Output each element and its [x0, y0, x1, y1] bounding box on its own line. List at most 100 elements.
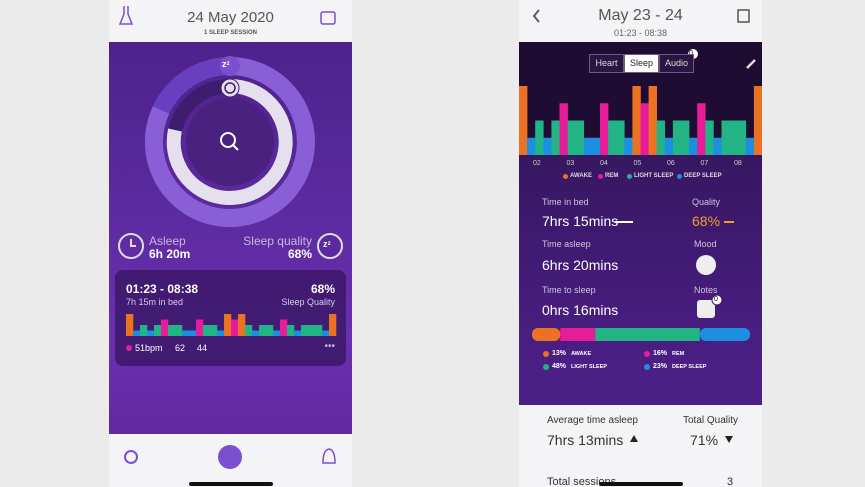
right-footer — [519, 405, 762, 487]
time-in-bed: 7hrs 15mins — [542, 213, 619, 229]
hour-label: 03 — [566, 160, 575, 167]
hypnogram-bar — [280, 319, 288, 336]
time-in-bed-label: Time in bed — [542, 197, 589, 207]
hypnogram-bar — [689, 137, 698, 155]
tab[interactable]: Heart — [589, 54, 624, 73]
hypnogram-bar — [591, 137, 601, 155]
hypnogram-bar — [238, 314, 246, 336]
breakdown-percent: 23% — [653, 363, 668, 370]
hypnogram-bar — [252, 330, 260, 336]
breakdown-dot — [543, 364, 549, 370]
hypnogram-bar — [575, 120, 585, 155]
bell-icon[interactable] — [322, 448, 336, 464]
card-quality: 68% — [310, 282, 335, 296]
quality-value: 68% — [692, 213, 721, 229]
avg-label: Average time asleep — [547, 415, 638, 426]
hypnogram-bar — [616, 120, 625, 155]
heart-avg: 51bpm — [135, 343, 163, 353]
hypnogram-bar — [583, 137, 593, 155]
time-to-sleep: 0hrs 16mins — [542, 302, 619, 318]
hypnogram-bar — [203, 325, 211, 336]
heart-max: 62 — [175, 343, 186, 353]
mood-icon[interactable] — [696, 255, 716, 275]
hypnogram-bar — [559, 103, 568, 155]
right-header — [519, 0, 762, 42]
range-title: May 23 - 24 — [598, 7, 683, 24]
breakdown-dot — [543, 351, 549, 357]
legend-dot — [598, 174, 603, 179]
hypnogram-bar — [161, 319, 169, 336]
hypnogram-bar — [656, 120, 666, 155]
hour-label: 02 — [533, 160, 541, 167]
notes-label: Notes — [694, 285, 718, 295]
time-to-sleep-label: Time to sleep — [542, 285, 596, 295]
hypnogram-bar — [624, 137, 633, 155]
quality-icon — [317, 233, 343, 259]
hypnogram-bar — [308, 325, 316, 336]
breakdown-name: DEEP SLEEP — [672, 364, 707, 370]
quality-badge-text: zᶻ — [323, 239, 331, 249]
legend-dot — [677, 174, 682, 179]
card-in-bed: 7h 15m in bed — [126, 297, 184, 307]
breakdown-segment — [595, 328, 700, 341]
hypnogram-bar — [294, 330, 302, 336]
total-quality-label: Total Quality — [683, 415, 739, 426]
breakdown-dot — [644, 364, 650, 370]
hypnogram-bar — [640, 103, 649, 155]
hypnogram-bar — [535, 120, 544, 155]
breakdown-name: AWAKE — [571, 351, 592, 357]
ring-center — [186, 98, 274, 186]
sessions-value: 3 — [727, 476, 734, 487]
breakdown-name: REM — [672, 351, 685, 357]
asleep-value: 6h 20m — [149, 247, 191, 261]
notes-icon[interactable] — [697, 300, 715, 318]
breakdown-name: LIGHT SLEEP — [571, 364, 608, 370]
hypnogram-bar — [745, 137, 755, 155]
hypnogram-bar — [713, 137, 722, 155]
legend-label: AWAKE — [570, 173, 593, 179]
tab[interactable]: Audio — [659, 54, 694, 73]
notes-badge-text: 0 — [714, 296, 718, 303]
settings-icon[interactable] — [124, 450, 138, 464]
hypnogram-bar — [140, 325, 148, 336]
calendar-icon[interactable] — [320, 11, 336, 25]
search-icon[interactable] — [220, 132, 236, 148]
time-asleep-label: Time asleep — [542, 239, 591, 249]
asleep-icon-hands — [130, 239, 136, 247]
hypnogram-bar — [737, 120, 747, 155]
hypnogram-bar — [301, 325, 309, 336]
hypnogram-bar — [648, 86, 657, 155]
session-count: 1 SLEEP SESSION — [204, 30, 257, 36]
breakdown-dot — [644, 351, 650, 357]
mood-label: Mood — [694, 239, 717, 249]
hypnogram-bar — [196, 319, 204, 336]
breakdown-percent: 13% — [552, 350, 567, 357]
hypnogram-bar — [721, 120, 730, 155]
notes-badge — [711, 294, 723, 306]
hypnogram-bar — [189, 330, 197, 336]
legend-label: LIGHT SLEEP — [634, 173, 674, 179]
hour-label: 05 — [633, 160, 642, 167]
back-button[interactable] — [532, 9, 540, 23]
zz-text: zᶻ — [222, 59, 230, 69]
tab[interactable]: Sleep — [624, 54, 659, 73]
hypnogram-bar — [705, 120, 714, 155]
quality-value: 68% — [287, 247, 312, 261]
hypnogram-bar — [287, 325, 295, 336]
sleep-button[interactable] — [218, 445, 242, 469]
hypnogram-bar — [753, 86, 762, 155]
edit-button[interactable] — [746, 59, 756, 69]
hypnogram-bar — [266, 325, 274, 336]
time-asleep: 6hrs 20mins — [542, 257, 619, 273]
asleep-icon — [118, 233, 144, 259]
card-quality-label: Sleep Quality — [281, 297, 335, 307]
hypnogram-bar — [231, 319, 239, 336]
share-button[interactable] — [737, 9, 750, 23]
hypnogram-bar — [672, 120, 682, 155]
more-button[interactable]: ••• — [324, 341, 335, 352]
hour-label: 06 — [667, 160, 675, 167]
hypnogram-bar — [245, 325, 253, 336]
asleep-label: Asleep — [149, 234, 186, 248]
lab-icon[interactable] — [118, 6, 134, 25]
